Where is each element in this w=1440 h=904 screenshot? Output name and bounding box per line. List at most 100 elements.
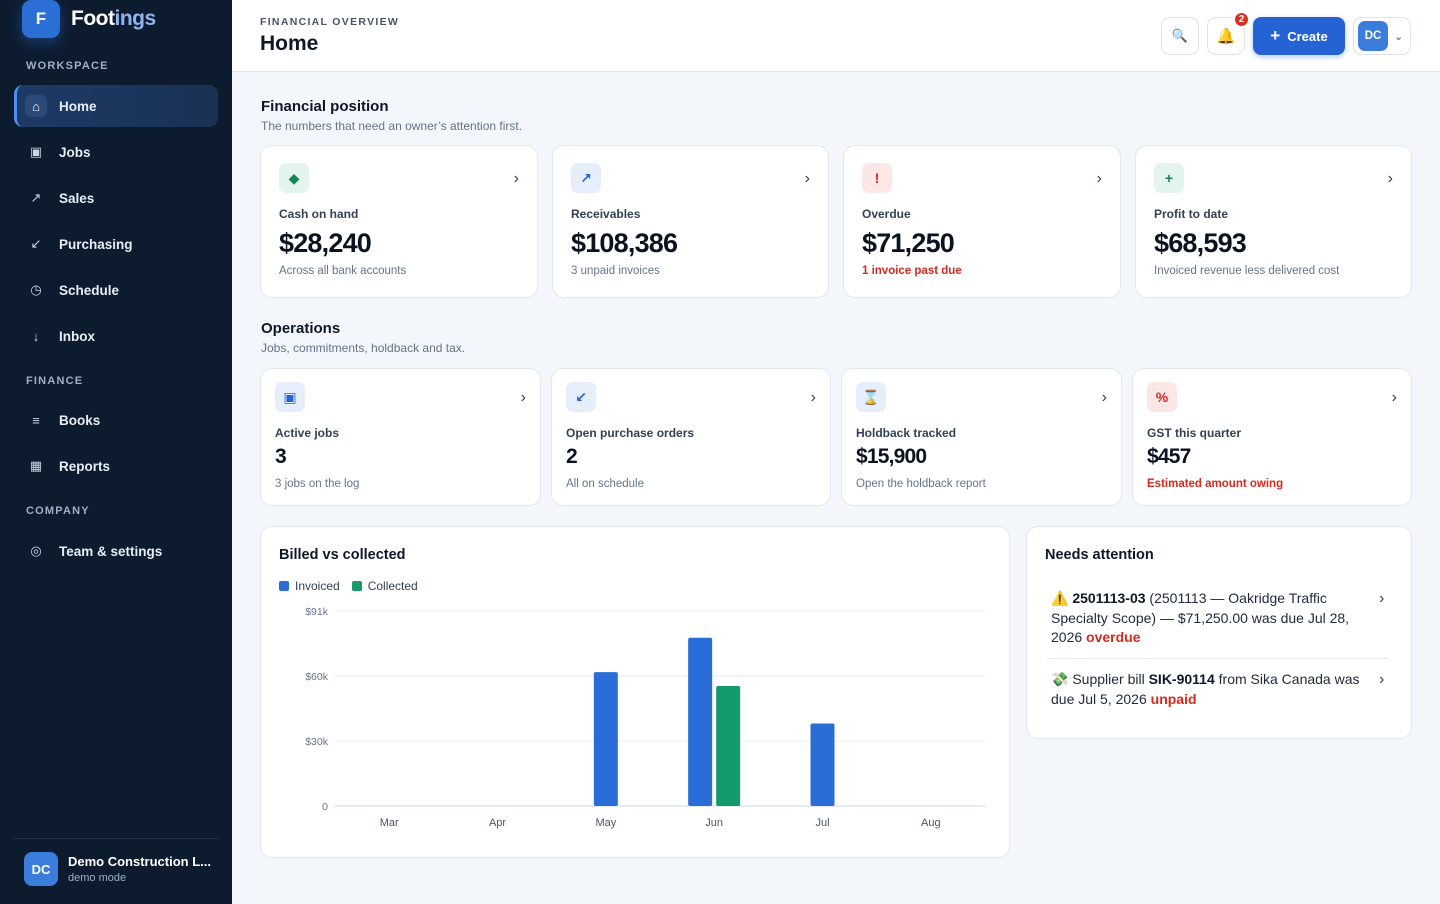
billed-vs-collected-panel: Billed vs collected Invoiced Collected 0…: [260, 526, 1010, 858]
kpi-note: Across all bank accounts: [279, 265, 407, 277]
sidebar-item-reports[interactable]: ▦ Reports: [14, 445, 218, 487]
x-tick-label: Mar: [380, 817, 399, 829]
arrow-up-right-icon: ↗: [571, 163, 601, 193]
search-icon: 🔍: [1171, 28, 1189, 43]
notifications-button[interactable]: 🔔 2: [1207, 11, 1250, 55]
sidebar-divider: [14, 838, 218, 839]
sidebar-item-inbox[interactable]: ↓ Inbox: [14, 315, 218, 357]
sidebar: F Footings WORKSPACE ⌂ Home ▣ Jobs ↗ Sal…: [0, 0, 232, 904]
bar-collected-jun: [716, 686, 741, 806]
kpi-value: $28,240: [279, 228, 372, 258]
avatar: DC: [1358, 21, 1388, 51]
nav-section-workspace: WORKSPACE: [26, 60, 109, 72]
chevron-right-icon: ›: [1379, 671, 1385, 688]
chevron-right-icon: ›: [1096, 170, 1102, 187]
legend-item-invoiced[interactable]: Invoiced: [279, 579, 340, 593]
kpi-value: $71,250: [862, 228, 955, 258]
sidebar-item-sales[interactable]: ↗ Sales: [14, 177, 218, 219]
arrow-down-left-icon: ↙: [566, 382, 596, 412]
attention-divider: [1047, 658, 1389, 659]
kpi-card-overdue[interactable]: ! › Overdue $71,250 1 invoice past due: [843, 145, 1121, 298]
ops-card-active-jobs[interactable]: ▣ › Active jobs 3 3 jobs on the log: [260, 368, 541, 506]
sidebar-item-label: Schedule: [59, 282, 120, 298]
chart-legend: Invoiced Collected: [279, 579, 430, 593]
sidebar-item-home[interactable]: ⌂ Home: [14, 85, 218, 127]
inbox-arrow-icon: ↓: [32, 328, 40, 344]
settings-icon: ◎: [30, 543, 42, 558]
org-avatar: DC: [24, 852, 58, 886]
y-tick-label: 0: [322, 801, 328, 813]
brand-name: Footings: [71, 7, 156, 30]
ops-note: 3 jobs on the log: [275, 478, 360, 490]
purchasing-arrow-icon: ↙: [30, 236, 42, 251]
chevron-right-icon: ›: [810, 389, 816, 406]
sidebar-item-label: Purchasing: [59, 236, 133, 252]
ops-label: GST this quarter: [1147, 426, 1242, 440]
org-mode: demo mode: [68, 872, 127, 884]
x-tick-label: Jun: [705, 817, 723, 829]
reports-icon: ▦: [29, 458, 43, 473]
x-tick-label: Apr: [489, 817, 506, 829]
attention-item[interactable]: 💸 Supplier bill SIK-90114 from Sika Cana…: [1051, 670, 1361, 709]
nav-section-finance: FINANCE: [26, 375, 84, 387]
ops-value: 2: [566, 445, 578, 468]
x-tick-label: Jul: [815, 817, 829, 829]
sidebar-item-books[interactable]: ≡ Books: [14, 399, 218, 441]
legend-label: Invoiced: [295, 579, 340, 593]
attention-prefix: Supplier bill: [1068, 671, 1149, 687]
ops-card-open-purchase-orders[interactable]: ↙ › Open purchase orders 2 All on schedu…: [551, 368, 831, 506]
kpi-note: 3 unpaid invoices: [571, 265, 660, 277]
clock-icon: ◷: [30, 282, 42, 297]
sidebar-item-label: Home: [59, 98, 97, 114]
home-icon: ⌂: [25, 95, 47, 117]
ops-label: Holdback tracked: [856, 426, 957, 440]
sidebar-item-label: Reports: [59, 458, 111, 474]
kpi-value: $108,386: [571, 228, 678, 258]
search-button[interactable]: 🔍: [1161, 17, 1199, 55]
brand-logo-icon: F: [22, 0, 60, 38]
kpi-label: Receivables: [571, 207, 641, 221]
jobs-icon: ▣: [29, 144, 43, 159]
sidebar-item-purchasing[interactable]: ↙ Purchasing: [14, 223, 218, 265]
plus-icon: +: [1154, 163, 1184, 193]
bar-chart: 0 $30k $60k $91k Mar Apr May Jun Jul Aug: [305, 606, 985, 829]
ops-value: $15,900: [856, 445, 927, 468]
sidebar-item-jobs[interactable]: ▣ Jobs: [14, 131, 218, 173]
x-tick-label: Aug: [921, 817, 941, 829]
org-name: Demo Construction L...: [68, 854, 211, 869]
kpi-note: Invoiced revenue less delivered cost: [1154, 265, 1340, 277]
attention-item[interactable]: ⚠️ 2501113-03 (2501113 — Oakridge Traffi…: [1051, 589, 1361, 648]
legend-item-collected[interactable]: Collected: [351, 579, 418, 593]
kpi-card-receivables[interactable]: ↗ › Receivables $108,386 3 unpaid invoic…: [552, 145, 829, 298]
kpi-card-cash-on-hand[interactable]: ◆ › Cash on hand $28,240 Across all bank…: [260, 145, 538, 298]
org-switcher[interactable]: DC Demo Construction L... demo mode: [24, 852, 213, 886]
sidebar-item-schedule[interactable]: ◷ Schedule: [14, 269, 218, 311]
ops-card-gst-this-quarter[interactable]: % › GST this quarter $457 Estimated amou…: [1132, 368, 1412, 506]
kpi-label: Overdue: [862, 207, 911, 221]
user-menu-button[interactable]: DC ⌄: [1353, 17, 1411, 55]
warning-icon: ⚠️: [1051, 590, 1069, 606]
ops-value: 3: [275, 445, 287, 468]
diamond-icon: ◆: [279, 163, 309, 193]
legend-label: Collected: [367, 579, 418, 593]
operations-section-subtitle: Jobs, commitments, holdback and tax.: [261, 341, 466, 355]
bell-icon: 🔔: [1216, 28, 1236, 45]
ops-label: Active jobs: [275, 426, 340, 440]
plus-icon: +: [1270, 26, 1281, 45]
sidebar-item-team-settings[interactable]: ◎ Team & settings: [14, 530, 218, 572]
financial-section-title: Financial position: [261, 98, 389, 115]
brand[interactable]: F Footings: [22, 0, 156, 38]
kpi-card-profit-to-date[interactable]: + › Profit to date $68,593 Invoiced reve…: [1135, 145, 1412, 298]
kpi-label: Profit to date: [1154, 207, 1228, 221]
chevron-right-icon: ›: [1391, 389, 1397, 406]
status-badge: overdue: [1086, 629, 1141, 645]
create-button[interactable]: + Create: [1253, 17, 1345, 55]
sidebar-item-label: Sales: [59, 190, 95, 206]
ops-value: $457: [1147, 445, 1191, 468]
legend-swatch-collected: [351, 581, 362, 591]
attention-text: from Sika Canada was due Jul 5, 2026: [1051, 671, 1360, 707]
ops-card-holdback-tracked[interactable]: ⌛ › Holdback tracked $15,900 Open the ho…: [841, 368, 1122, 506]
bar-invoiced-jun: [688, 637, 713, 806]
y-tick-label: $60k: [305, 671, 329, 683]
kpi-label: Cash on hand: [279, 207, 359, 221]
